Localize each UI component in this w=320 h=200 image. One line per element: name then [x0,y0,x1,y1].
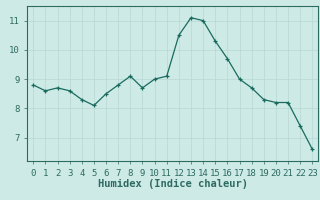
X-axis label: Humidex (Indice chaleur): Humidex (Indice chaleur) [98,179,248,189]
